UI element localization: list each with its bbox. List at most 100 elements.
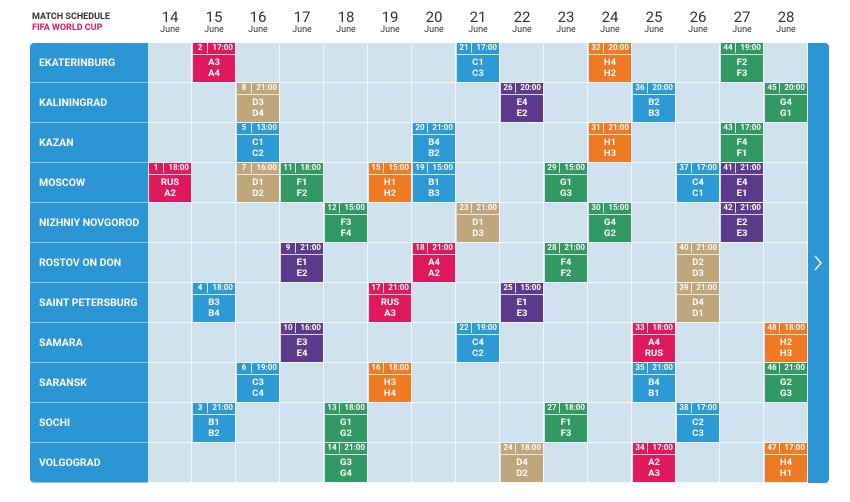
city-name: EKATERINBURG bbox=[30, 43, 148, 83]
match-card: 16 18:00 H3 H4 bbox=[369, 363, 411, 402]
match-number: 38 bbox=[677, 403, 692, 413]
team: H4 bbox=[383, 388, 397, 399]
grid-cell bbox=[192, 243, 236, 283]
grid-cell bbox=[764, 243, 808, 283]
team: F1 bbox=[296, 177, 308, 188]
team: H1 bbox=[383, 177, 397, 188]
team: F3 bbox=[736, 68, 748, 79]
match-card: 6 19:00 C3 C4 bbox=[237, 363, 279, 402]
team: F1 bbox=[560, 417, 572, 428]
grid-cell bbox=[588, 83, 632, 123]
team: B2 bbox=[208, 428, 220, 439]
grid-cell bbox=[148, 43, 192, 83]
day-month: June bbox=[248, 25, 268, 35]
match-header: 14 21:00 bbox=[325, 443, 367, 455]
match-card: 2 17:00 A3 A4 bbox=[193, 43, 235, 82]
match-card: 29 15:00 G1 G3 bbox=[545, 163, 587, 202]
match-time: 21:00 bbox=[432, 243, 453, 252]
team: G4 bbox=[604, 217, 616, 228]
match-number: 22 bbox=[457, 323, 472, 333]
title: MATCH SCHEDULE bbox=[32, 12, 110, 22]
grid-cell bbox=[720, 283, 764, 323]
grid-cell bbox=[588, 243, 632, 283]
grid-cell bbox=[192, 163, 236, 203]
match-card: 40 21:00 D2 D3 bbox=[677, 243, 719, 282]
match-header: 39 21:00 bbox=[677, 283, 719, 295]
match-number: 4 bbox=[193, 283, 208, 293]
team: C4 bbox=[692, 177, 704, 188]
grid-cell bbox=[280, 363, 324, 403]
match-header: 29 15:00 bbox=[545, 163, 587, 175]
match-number: 21 bbox=[457, 43, 472, 53]
team: H4 bbox=[779, 457, 793, 468]
match-number: 31 bbox=[589, 123, 604, 133]
team: D4 bbox=[692, 297, 704, 308]
match-time: 16:00 bbox=[256, 163, 277, 172]
next-arrow bbox=[814, 255, 822, 271]
grid-cell bbox=[588, 323, 632, 363]
match-time: 18:00 bbox=[388, 363, 409, 372]
match-header: 24 18:00 bbox=[501, 443, 543, 455]
grid-cell bbox=[412, 203, 456, 243]
city-name: ROSTOV ON DON bbox=[30, 243, 148, 283]
match-header: 3 21:00 bbox=[193, 403, 235, 415]
grid-cell bbox=[236, 203, 280, 243]
city-name: SAINT PETERSBURG bbox=[30, 283, 148, 323]
match-header: 48 18:00 bbox=[765, 323, 807, 335]
match-time: 17:00 bbox=[476, 43, 497, 52]
next-button[interactable] bbox=[808, 43, 829, 483]
match-header: 16 18:00 bbox=[369, 363, 411, 375]
grid-cell bbox=[324, 83, 368, 123]
team: D3 bbox=[472, 228, 484, 239]
city-name: KAZAN bbox=[30, 123, 148, 163]
match-header: 32 20:00 bbox=[589, 43, 631, 55]
match-card: 43 17:00 F4 F1 bbox=[721, 123, 763, 162]
day-number: 20 bbox=[425, 8, 443, 26]
grid-cell bbox=[544, 323, 588, 363]
match-header: 26 20:00 bbox=[501, 83, 543, 95]
grid-cell bbox=[324, 123, 368, 163]
match-card: 10 16:00 E3 E4 bbox=[281, 323, 323, 362]
match-number: 24 bbox=[501, 443, 516, 453]
grid-cell bbox=[632, 403, 676, 443]
team: H2 bbox=[779, 337, 793, 348]
match-time: 21:00 bbox=[212, 403, 233, 412]
grid-cell bbox=[324, 363, 368, 403]
match-number: 41 bbox=[721, 163, 736, 173]
match-card: 35 21:00 B4 B1 bbox=[633, 363, 675, 402]
day-number: 14 bbox=[161, 8, 179, 26]
team: D1 bbox=[692, 308, 704, 319]
match-time: 17:00 bbox=[652, 443, 673, 452]
match-header: 5 13:00 bbox=[237, 123, 279, 135]
match-time: 18:00 bbox=[784, 323, 805, 332]
team: C1 bbox=[472, 57, 484, 68]
team: F2 bbox=[296, 188, 308, 199]
team: RUS bbox=[380, 297, 400, 308]
match-card: 14 21:00 G3 G4 bbox=[325, 443, 367, 482]
grid-cell bbox=[368, 43, 412, 83]
match-card: 25 15:00 E1 E3 bbox=[501, 283, 543, 322]
match-number: 23 bbox=[457, 203, 472, 213]
day-number: 26 bbox=[689, 8, 707, 26]
match-header: 15 15:00 bbox=[369, 163, 411, 175]
match-card: 20 21:00 B4 B2 bbox=[413, 123, 455, 162]
team: D4 bbox=[516, 457, 528, 468]
match-card: 23 21:00 D1 D3 bbox=[457, 203, 499, 242]
match-number: 28 bbox=[545, 243, 560, 253]
team: E3 bbox=[736, 228, 748, 239]
grid-cell bbox=[236, 283, 280, 323]
grid-cell bbox=[324, 163, 368, 203]
match-header: 1 18:00 bbox=[149, 163, 191, 175]
grid-cell bbox=[236, 43, 280, 83]
grid-cell bbox=[280, 283, 324, 323]
match-card: 39 21:00 D4 D1 bbox=[677, 283, 719, 322]
day-number: 22 bbox=[513, 8, 531, 26]
match-number: 37 bbox=[677, 163, 692, 173]
city-name: VOLGOGRAD bbox=[30, 443, 148, 483]
day-month: June bbox=[380, 25, 400, 35]
team: H1 bbox=[779, 468, 793, 479]
day-month: June bbox=[204, 25, 224, 35]
match-header: 10 16:00 bbox=[281, 323, 323, 335]
grid-cell bbox=[368, 443, 412, 483]
match-time: 20:00 bbox=[784, 83, 805, 92]
